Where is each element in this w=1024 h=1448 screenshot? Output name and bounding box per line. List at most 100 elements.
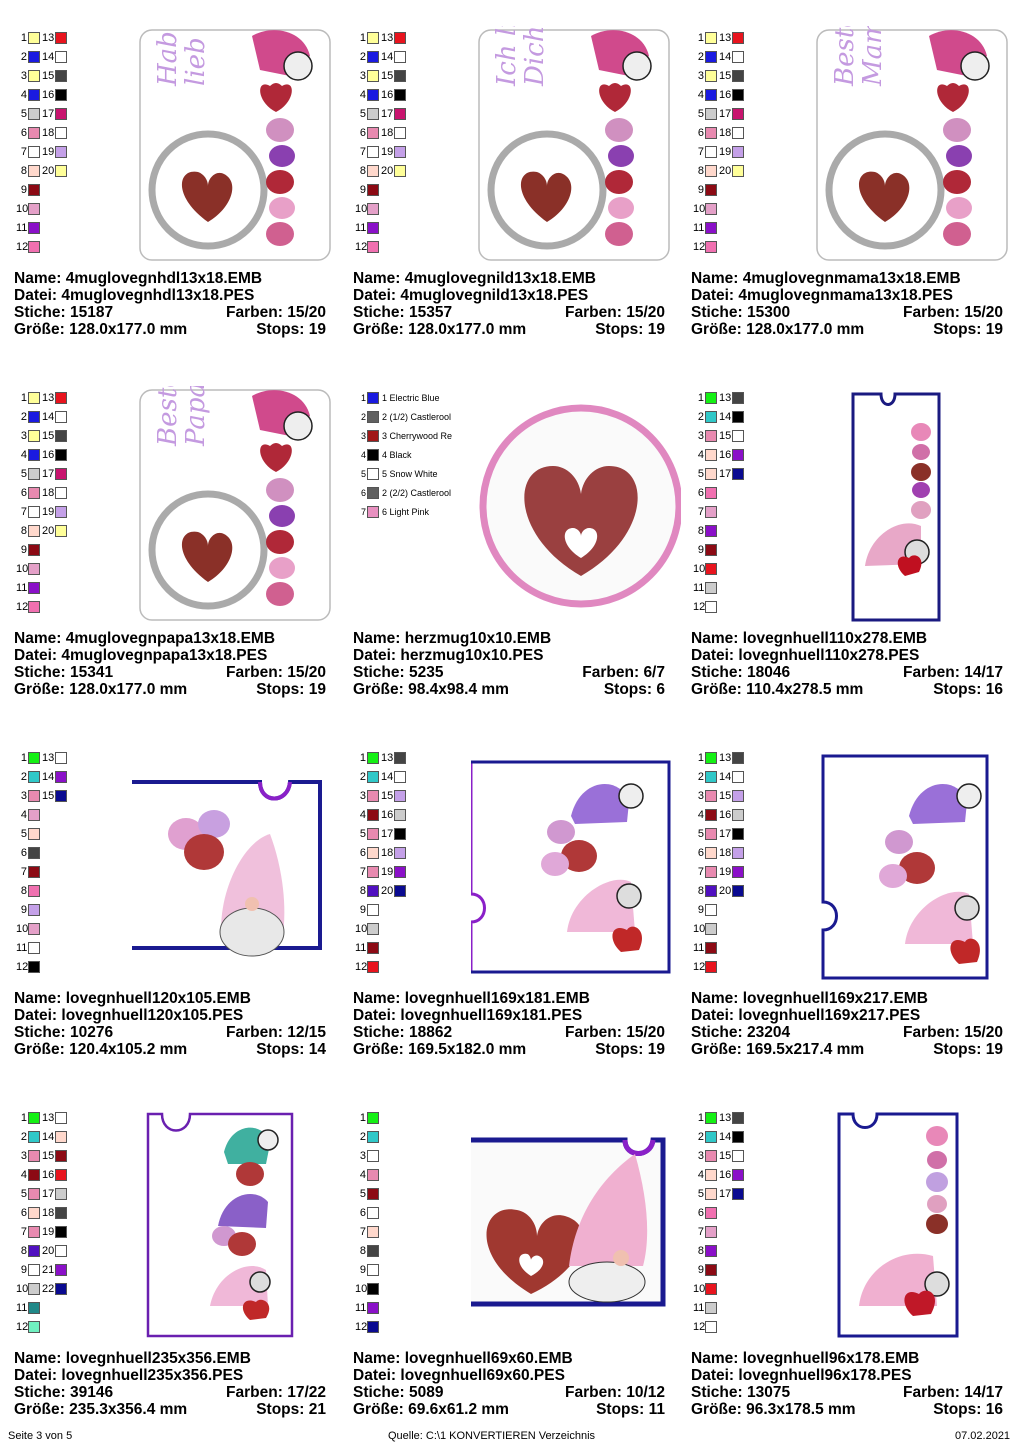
color-swatch — [705, 31, 717, 44]
swatch-row: 7 — [693, 1222, 763, 1241]
color-swatch — [705, 1111, 717, 1124]
design-file: lovegnhuell69x60.PES — [400, 1367, 565, 1384]
color-swatch — [732, 751, 744, 764]
design-card: 1 13 2 14 3 15 4 16 5 17 6 18 7 19 8 20 9 10 11 12 Hab Dich… — [12, 0, 342, 366]
swatch-row: 8 20 — [16, 1241, 86, 1260]
swatch-row: 1 13 — [693, 1108, 763, 1127]
swatch-row: 12 — [693, 237, 763, 256]
swatch-row: 3 — [355, 1146, 425, 1165]
design-preview: Ich liebe Dich — [471, 0, 681, 266]
color-swatch — [28, 467, 40, 480]
design-preview: Beste Mama — [809, 4, 1019, 266]
size-label: Größe: — [691, 681, 742, 698]
swatch-row: 7 19 — [355, 142, 425, 161]
swatch-number: 15 — [381, 69, 394, 82]
swatch-number: 17 — [42, 107, 55, 120]
swatch-row: 5 17 — [693, 104, 763, 123]
name-row: Name: 4muglovegnhdl13x18.EMB — [14, 270, 326, 287]
design-preview: Bester Papa — [132, 358, 342, 626]
swatch-row: 11 — [16, 1298, 86, 1317]
name-row: Name: lovegnhuell235x356.EMB — [14, 1350, 326, 1367]
color-swatch — [367, 1206, 379, 1219]
swatch-number: 1 — [359, 751, 366, 764]
swatch-number: 3 — [20, 69, 27, 82]
swatch-number: 8 — [697, 1244, 704, 1257]
swatch-row: 11 — [693, 218, 763, 237]
swatch-number: 1 — [20, 1111, 27, 1124]
color-swatch — [28, 1225, 40, 1238]
color-swatch — [732, 31, 744, 44]
color-swatch — [705, 903, 717, 916]
swatch-row: 12 — [16, 597, 86, 616]
design-file: lovegnhuell235x356.PES — [61, 1367, 244, 1384]
design-size: 96.3x178.5 mm — [746, 1401, 856, 1418]
size-row: Größe: 69.6x61.2 mm Stops: 11 — [353, 1401, 665, 1418]
swatch-number: 7 — [359, 145, 366, 158]
legend-label: 2 (1/2) Castlerool — [382, 411, 452, 422]
file-row: Datei: lovegnhuell169x181.PES — [353, 1007, 665, 1024]
swatch-number: 2 — [360, 411, 366, 422]
size-row: Größe: 128.0x177.0 mm Stops: 19 — [14, 681, 326, 698]
color-swatch — [55, 107, 67, 120]
swatch-number: 5 — [697, 1187, 704, 1200]
color-swatch — [705, 1130, 717, 1143]
swatch-number: 8 — [697, 884, 704, 897]
swatch-number: 1 — [697, 391, 704, 404]
color-swatch — [705, 221, 717, 234]
swatch-number: 17 — [719, 467, 732, 480]
design-name: herzmug10x10.EMB — [404, 630, 552, 647]
swatch-number: 20 — [381, 164, 394, 177]
design-card: 1 1 Electric Blue 2 2 (1/2) Castlerool 3 3 Ch… — [351, 386, 683, 726]
swatch-row: 5 17 — [16, 464, 86, 483]
color-swatch — [28, 1320, 40, 1333]
swatch-number: 9 — [359, 1263, 366, 1276]
design-file: lovegnhuell110x278.PES — [738, 647, 920, 664]
size-label: Größe: — [691, 321, 742, 338]
swatch-row: 6 — [693, 1203, 763, 1222]
color-swatch — [732, 448, 744, 461]
swatch-row: 8 20 — [16, 521, 86, 540]
legend-label: 6 Light Pink — [382, 506, 430, 517]
footer-page: Seite 3 von 5 — [8, 1430, 73, 1442]
swatch-number: 3 — [360, 430, 366, 441]
swatch-number: 5 — [697, 827, 704, 840]
color-swatch — [28, 145, 40, 158]
swatch-number: 3 — [20, 1149, 27, 1162]
color-swatch — [394, 126, 406, 139]
stitch-count: 15341 — [70, 664, 114, 681]
swatch-number: 1 — [359, 1111, 366, 1124]
stops-label: Stops: — [603, 681, 653, 698]
legend-label: 2 (2/2) Castlerool — [382, 487, 452, 498]
size-row: Größe: 169.5x217.4 mm Stops: 19 — [691, 1041, 1003, 1058]
color-swatch — [55, 770, 67, 783]
swatch-number: 7 — [359, 865, 366, 878]
color-swatch — [28, 202, 40, 215]
swatch-row: 8 20 — [16, 161, 86, 180]
swatch-number: 12 — [355, 1320, 368, 1333]
swatch-number: 13 — [42, 751, 55, 764]
design-size: 169.5x182.0 mm — [408, 1041, 527, 1058]
color-swatch — [28, 1301, 40, 1314]
file-row: Datei: 4muglovegnhdl13x18.PES — [14, 287, 326, 304]
swatch-number: 2 — [20, 50, 27, 63]
swatch-number: 19 — [42, 1225, 55, 1238]
swatch-number: 7 — [360, 506, 366, 517]
swatch-number: 20 — [719, 884, 732, 897]
color-swatch — [28, 505, 40, 518]
color-swatch — [55, 751, 67, 764]
color-swatch — [367, 221, 379, 234]
color-swatch — [732, 391, 744, 404]
color-count: 15/20 — [287, 664, 326, 681]
stops-label: Stops: — [256, 681, 305, 698]
name-label: Name: — [691, 270, 739, 287]
name-label: Name: — [14, 630, 62, 647]
color-swatch — [367, 827, 379, 840]
stitch-label: Stiche: — [691, 1024, 743, 1041]
color-swatch — [705, 202, 717, 215]
swatch-row: 7 19 — [355, 862, 425, 881]
swatch-row: 4 16 — [16, 85, 86, 104]
swatch-row: 5 — [355, 1184, 425, 1203]
name-label: Name: — [691, 630, 739, 647]
stops-label: Stops: — [933, 1041, 982, 1058]
swatch-number: 2 — [697, 50, 704, 63]
